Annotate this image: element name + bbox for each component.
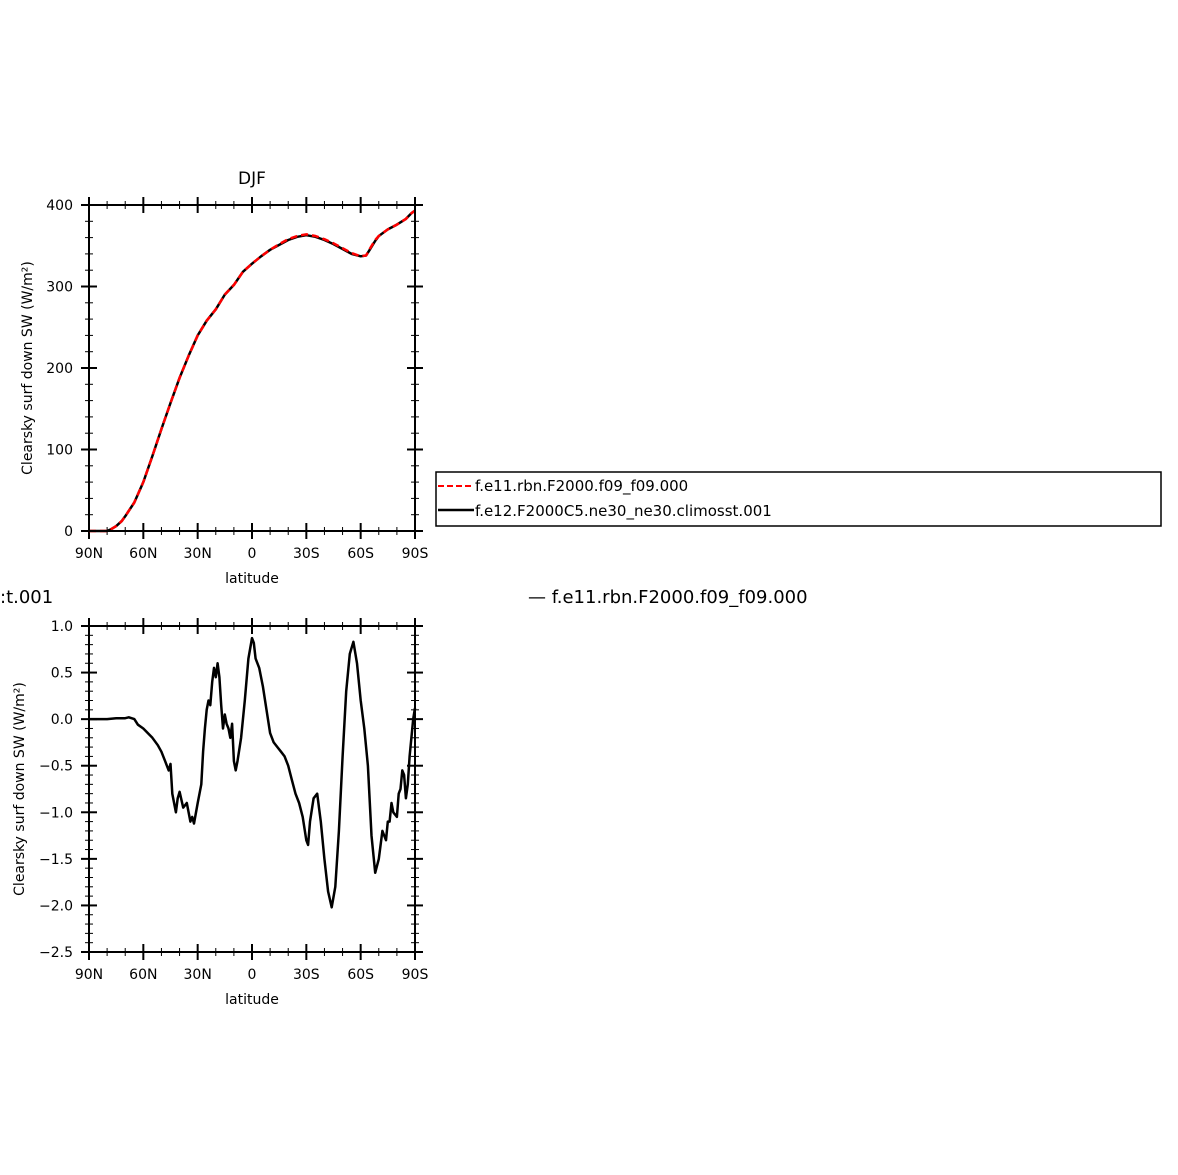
series-line-1 [89, 636, 417, 909]
x-tick-label: 30N [184, 967, 212, 983]
chart-title: DJF [238, 169, 266, 189]
major-ticks [81, 618, 423, 960]
top-panel: DJF 0 100 200 300 400 90N 60N 30N 0 30S 60S 90S la… [20, 169, 428, 587]
plot-frame [88, 625, 416, 953]
y-tick-label: 0.5 [51, 666, 73, 682]
x-tick-label: 90S [402, 546, 429, 562]
legend-box [435, 471, 1162, 527]
x-tick-label: 60N [129, 967, 157, 983]
x-tick-label: 90N [75, 546, 103, 562]
x-tick-label: 30S [293, 967, 320, 983]
series-line-2 [89, 209, 416, 533]
y-tick-label: 400 [46, 198, 73, 214]
y-axis-label: Clearsky surf down SW (W/m²) [12, 682, 28, 896]
x-tick-label: 30S [293, 546, 320, 562]
series-line-1 [89, 209, 416, 533]
y-tick-label: −2.5 [39, 945, 73, 961]
y-tick-label: 100 [46, 443, 73, 459]
x-axis-label: latitude [225, 992, 279, 1008]
y-tick-label: 0.0 [51, 712, 73, 728]
x-axis-label: latitude [225, 571, 279, 587]
y-axis-label: Clearsky surf down SW (W/m²) [20, 261, 36, 475]
legend: f.e11.rbn.F2000.f09_f09.000 f.e12.F2000C… [435, 471, 1162, 527]
y-tick-label: 300 [46, 280, 73, 296]
y-tick-label: 0 [64, 524, 73, 540]
y-tick-labels: 0 100 200 300 400 [46, 198, 73, 540]
x-tick-labels: 90N 60N 30N 0 30S 60S 90S [75, 546, 429, 562]
y-tick-label: −2.0 [39, 898, 73, 914]
y-tick-label: −1.5 [39, 852, 73, 868]
x-tick-labels: 90N 60N 30N 0 30S 60S 90S [75, 967, 429, 983]
x-tick-label: 90S [402, 967, 429, 983]
x-tick-label: 0 [248, 967, 257, 983]
series-lines [89, 209, 416, 533]
y-tick-label: −0.5 [39, 759, 73, 775]
partial-title-text: :t.001 [0, 587, 53, 608]
x-tick-label: 90N [75, 967, 103, 983]
x-tick-label: 60S [347, 967, 374, 983]
y-tick-label: −1.0 [39, 805, 73, 821]
y-tick-label: 200 [46, 361, 73, 377]
series-lines [89, 636, 417, 909]
y-tick-label: 1.0 [51, 619, 73, 635]
x-tick-label: 60N [129, 546, 157, 562]
partial-legend-text: — f.e11.rbn.F2000.f09_f09.000 [528, 587, 808, 608]
x-tick-label: 30N [184, 546, 212, 562]
plot-frame [88, 204, 416, 532]
y-tick-labels: 1.0 0.5 0.0 −0.5 −1.0 −1.5 −2.0 −2.5 [39, 619, 73, 961]
legend-entry-2: f.e12.F2000C5.ne30_ne30.climosst.001 [475, 502, 772, 521]
bottom-panel: 1.0 0.5 0.0 −0.5 −1.0 −1.5 −2.0 −2.5 90N 60N 30N 0… [12, 618, 428, 1008]
x-tick-label: 0 [248, 546, 257, 562]
x-tick-label: 60S [347, 546, 374, 562]
legend-entry-1: f.e11.rbn.F2000.f09_f09.000 [475, 477, 688, 496]
